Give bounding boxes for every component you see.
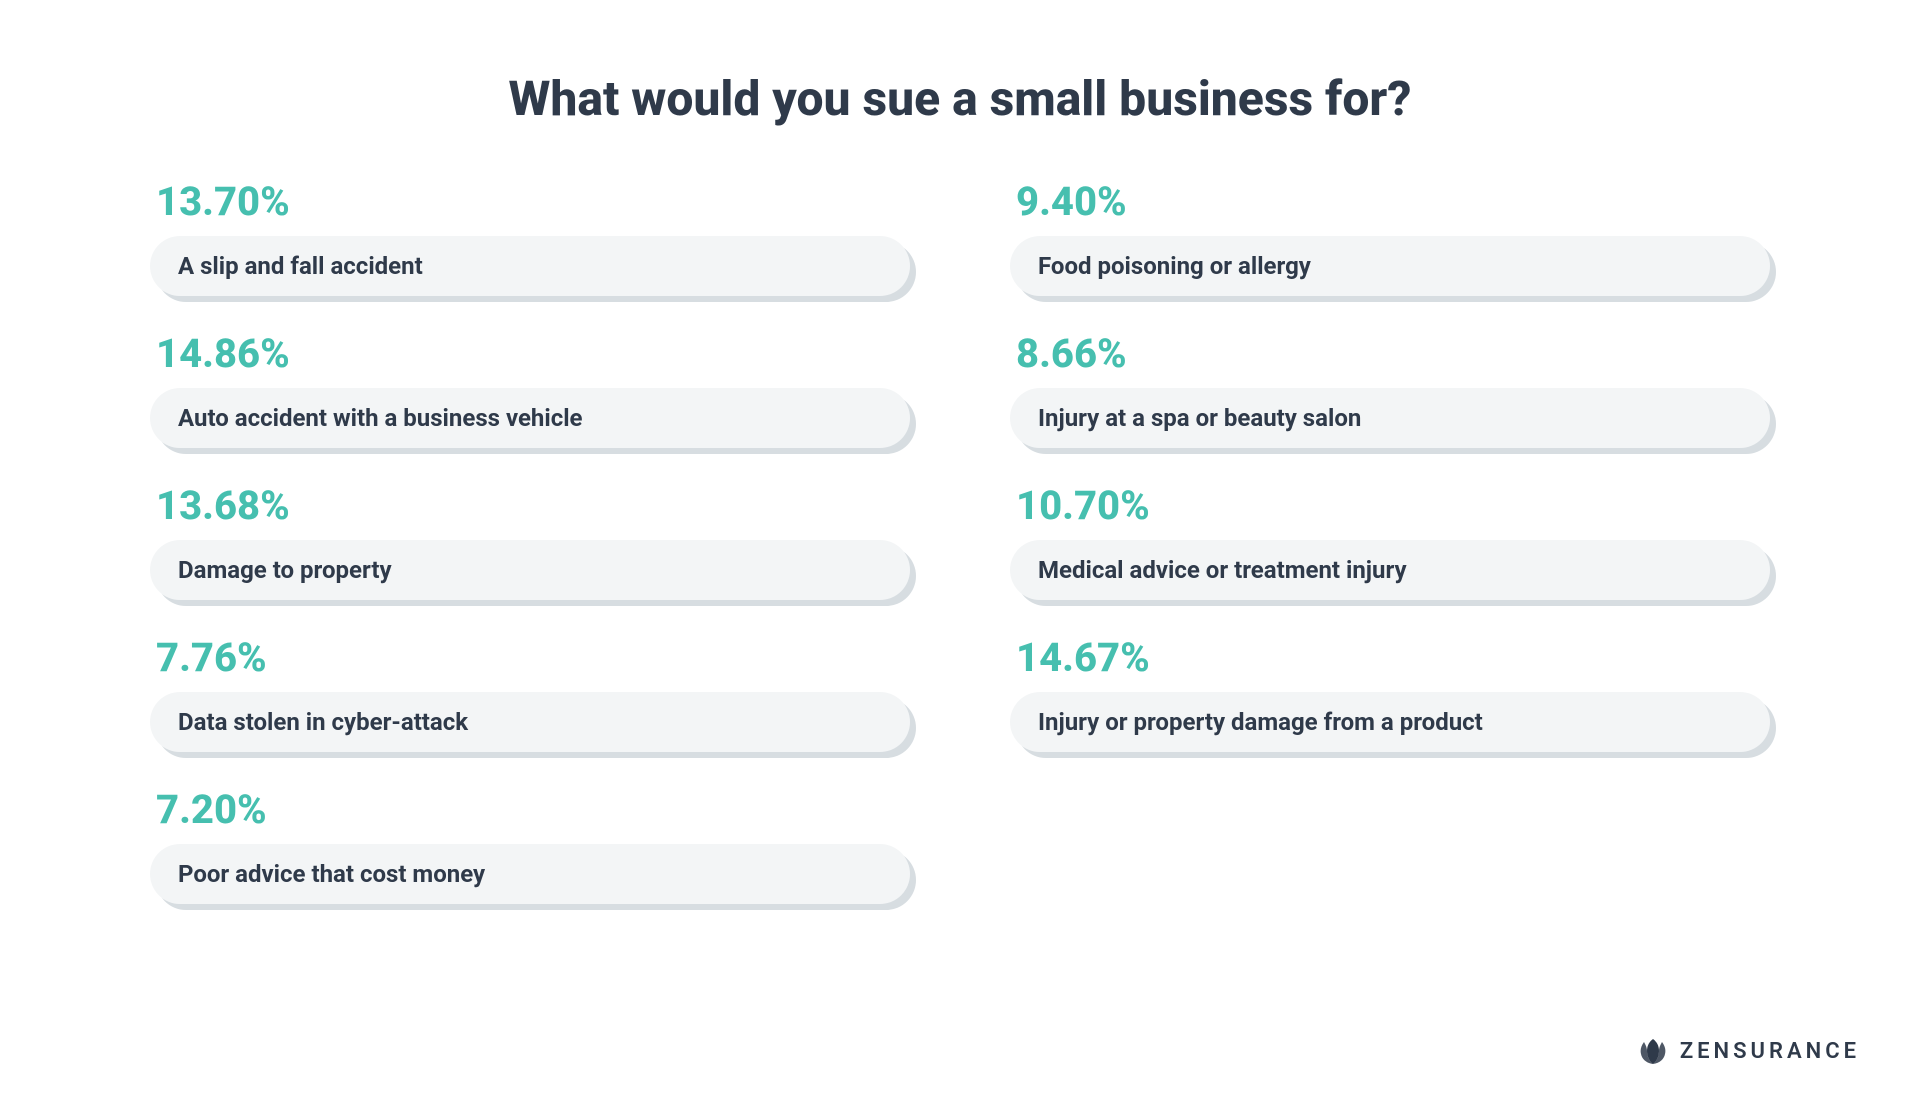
infographic-container: What would you sue a small business for?… (0, 0, 1920, 904)
stat-percent: 14.67% (1010, 638, 1770, 678)
brand-name: ZENSURANCE (1680, 1039, 1860, 1064)
stat-percent: 14.86% (150, 334, 910, 374)
column-right: 9.40% Food poisoning or allergy 8.66% Injur… (1010, 182, 1770, 904)
stat-item: 14.86% Auto accident with a business vehi… (150, 334, 910, 448)
stat-label: Injury at a spa or beauty salon (1010, 388, 1770, 448)
stat-item: 13.70% A slip and fall accident (150, 182, 910, 296)
stat-item: 8.66% Injury at a spa or beauty salon (1010, 334, 1770, 448)
stat-percent: 8.66% (1010, 334, 1770, 374)
brand-logo-icon (1638, 1036, 1668, 1066)
stat-label: Data stolen in cyber-attack (150, 692, 910, 752)
stat-percent: 7.76% (150, 638, 910, 678)
stat-item: 13.68% Damage to property (150, 486, 910, 600)
columns: 13.70% A slip and fall accident 14.86% Auto… (150, 182, 1770, 904)
stat-item: 7.20% Poor advice that cost money (150, 790, 910, 904)
stat-percent: 7.20% (150, 790, 910, 830)
stat-percent: 13.70% (150, 182, 910, 222)
stat-percent: 10.70% (1010, 486, 1770, 526)
brand: ZENSURANCE (1638, 1036, 1860, 1066)
stat-item: 10.70% Medical advice or treatment injury (1010, 486, 1770, 600)
stat-item: 9.40% Food poisoning or allergy (1010, 182, 1770, 296)
stat-label: Auto accident with a business vehicle (150, 388, 910, 448)
page-title: What would you sue a small business for? (150, 70, 1770, 127)
stat-label: Poor advice that cost money (150, 844, 910, 904)
column-left: 13.70% A slip and fall accident 14.86% Auto… (150, 182, 910, 904)
stat-label: Medical advice or treatment injury (1010, 540, 1770, 600)
stat-label: Damage to property (150, 540, 910, 600)
stat-percent: 13.68% (150, 486, 910, 526)
stat-percent: 9.40% (1010, 182, 1770, 222)
stat-label: Injury or property damage from a product (1010, 692, 1770, 752)
stat-label: Food poisoning or allergy (1010, 236, 1770, 296)
stat-item: 7.76% Data stolen in cyber-attack (150, 638, 910, 752)
stat-label: A slip and fall accident (150, 236, 910, 296)
stat-item: 14.67% Injury or property damage from a p… (1010, 638, 1770, 752)
